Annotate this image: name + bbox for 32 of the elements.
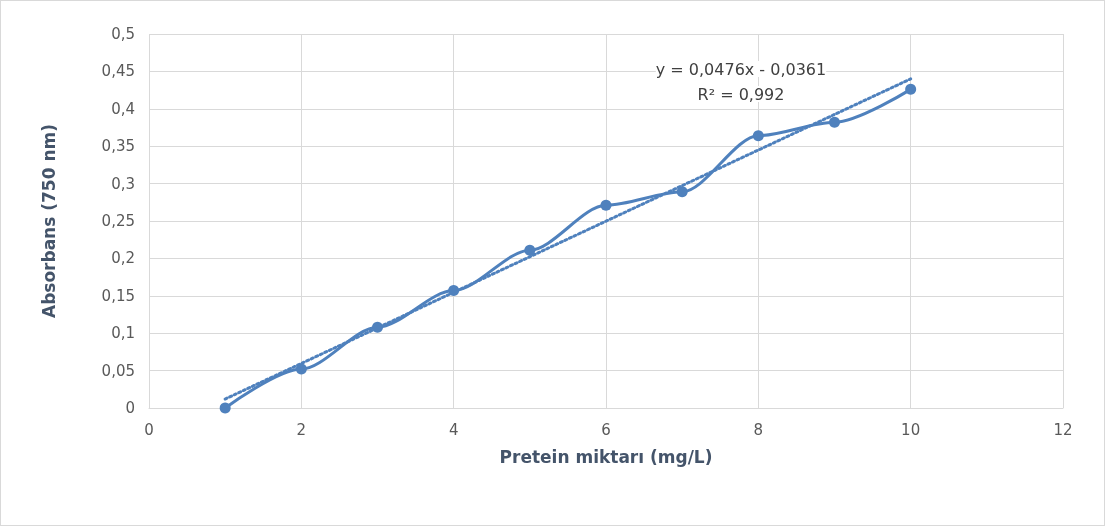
point	[905, 83, 917, 95]
x-tick-label: 8	[753, 420, 764, 439]
y-tick-label: 0,45	[101, 62, 135, 81]
y-tick-label: 0,5	[111, 25, 135, 43]
x-tick-label: 4	[448, 420, 459, 439]
point	[829, 116, 840, 128]
y-axis-title: Absorbans (750 nm)	[38, 123, 59, 319]
x-tick-label: 12	[1053, 420, 1073, 439]
x-tick-label: 2	[296, 420, 307, 439]
point	[752, 130, 764, 142]
y-tick-label: 0,2	[111, 249, 135, 268]
y-tick-label: 0,4	[111, 99, 135, 118]
annotation: y = 0,0476x - 0,0361	[655, 59, 827, 79]
y-tick-label: 0,15	[101, 286, 135, 305]
y-tick-label: 0,05	[101, 361, 135, 380]
point	[448, 285, 460, 297]
point	[372, 321, 383, 333]
point	[676, 186, 688, 198]
y-tick-label: 0,25	[101, 212, 135, 230]
point	[600, 199, 612, 211]
y-tick-label: 0,1	[111, 324, 135, 343]
y-tick-label: 0,3	[111, 174, 135, 193]
x-tick-label: 6	[601, 420, 611, 439]
x-axis-title: Pretein miktarı (mg/L)	[499, 446, 713, 467]
x-tick-label: 0	[144, 420, 154, 439]
y-tick-label: 0,35	[101, 137, 135, 156]
annotation: R² = 0,992	[697, 84, 785, 104]
point	[219, 402, 231, 414]
point	[295, 363, 307, 375]
x-tick-label: 10	[901, 420, 921, 439]
y-tick-label: 0	[125, 399, 135, 417]
point	[524, 244, 536, 256]
